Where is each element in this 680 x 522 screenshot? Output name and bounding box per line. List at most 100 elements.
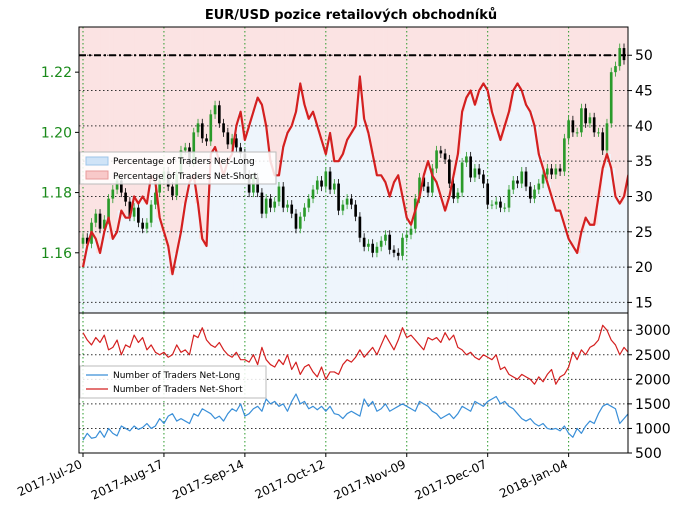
net-long-share-shade (542, 168, 547, 313)
net-long-share-shade (392, 182, 397, 313)
net-short-share-shade (87, 27, 93, 232)
net-short-share-shade (323, 27, 329, 155)
net-long-share-shade (430, 175, 436, 313)
net-short-share-shade (203, 27, 209, 246)
net-long-share-shade (516, 83, 522, 313)
net-short-share-shade (263, 27, 269, 126)
net-short-share-shade (117, 27, 123, 211)
net-short-share-shade (520, 27, 526, 91)
net-long-share-shade (194, 203, 200, 313)
candlestick-body (209, 114, 213, 142)
net-short-share-shade (344, 27, 350, 140)
net-long-share-shade (469, 90, 474, 313)
net-short-share-shade (623, 27, 628, 197)
percentage-legend: Percentage of Traders Net-Long Percentag… (79, 151, 277, 185)
candlestick-body (281, 186, 285, 208)
net-short-share-shade (400, 27, 406, 197)
net-short-share-shade (387, 27, 393, 197)
candlestick-body (375, 246, 379, 253)
left-axis-tick-label: 1.22 (41, 65, 72, 81)
net-long-share-shade (490, 111, 496, 313)
net-short-share-shade (460, 27, 466, 112)
candlestick-body (298, 216, 302, 229)
net-long-share-shade (250, 111, 256, 313)
x-axis-tick-label: 2017-Sep-14 (170, 457, 246, 502)
candlestick-body (609, 72, 613, 124)
net-long-share-shade (563, 224, 569, 313)
net-short-share-shade (319, 27, 324, 140)
candlestick-body (405, 234, 409, 238)
net-long-share-shade (465, 97, 470, 313)
bottom-axis-tick-label: 1500 (635, 397, 671, 413)
net-short-share-shade (186, 27, 191, 183)
net-short-share-shade (194, 27, 200, 204)
count-net-long-line (82, 393, 628, 441)
candlestick-body (460, 162, 464, 193)
net-short-share-shade (576, 27, 582, 253)
candlestick-body (580, 108, 583, 133)
candlestick-body (388, 234, 392, 250)
candlestick-body (490, 204, 494, 206)
candlestick-body (111, 189, 115, 199)
candlestick-body (81, 237, 85, 244)
net-long-share-shade (327, 132, 333, 313)
candlestick-body (303, 207, 306, 217)
net-short-share-shade (456, 27, 462, 155)
right-axis-tick-label: 25 (635, 225, 653, 241)
net-long-share-shade (207, 154, 213, 313)
net-short-share-shade (130, 27, 136, 197)
candlestick-body (439, 150, 443, 154)
candlestick-body (205, 138, 208, 142)
net-short-share-shade (546, 27, 552, 183)
net-short-share-shade (306, 27, 312, 119)
net-long-share-shade (289, 125, 294, 313)
net-long-share-shade (169, 274, 174, 313)
chart-title: EUR/USD pozice retailových obchodníků (205, 8, 497, 23)
net-long-share-shade (233, 125, 239, 313)
net-long-share-shade (426, 161, 432, 313)
candlestick-body (154, 192, 157, 205)
net-long-share-shade (224, 161, 230, 313)
net-short-share-shade (615, 27, 620, 197)
net-short-share-shade (139, 27, 144, 197)
candlestick-body (465, 156, 468, 163)
net-short-share-shade (96, 27, 101, 253)
legend-label-net-long: Percentage of Traders Net-Long (113, 157, 255, 167)
net-short-share-shade (224, 27, 230, 162)
net-long-share-shade (537, 154, 543, 313)
trader-count-legend: Number of Traders Net-Long Number of Tra… (79, 365, 267, 399)
right-axis-tick-label: 15 (635, 295, 653, 311)
net-short-share-shade (550, 27, 556, 197)
net-short-share-shade (267, 27, 273, 162)
candlestick-body (614, 66, 617, 73)
bottom-axis-tick-label: 500 (635, 446, 662, 462)
net-long-share-shade (443, 210, 449, 313)
candlestick-body (337, 183, 340, 211)
candlestick-body (367, 243, 370, 247)
net-short-share-shade (495, 27, 500, 126)
net-long-share-shade (314, 125, 320, 313)
candlestick-body (575, 132, 579, 134)
candlestick-body (175, 174, 179, 196)
net-short-share-shade (366, 27, 372, 133)
bottom-axis-tick-label: 1000 (635, 421, 671, 437)
candlestick-body (158, 180, 162, 193)
candlestick-body (605, 123, 609, 151)
net-long-share-shade (254, 97, 260, 313)
bottom-axis-tick-label: 2500 (635, 348, 671, 364)
net-short-share-shade (177, 27, 183, 232)
candlestick-body (115, 180, 119, 190)
net-short-share-shade (580, 27, 586, 232)
net-short-share-shade (164, 27, 170, 246)
net-short-share-shade (289, 27, 294, 126)
candlestick-body (239, 147, 242, 154)
net-long-share-shade (546, 182, 552, 313)
net-short-share-shade (383, 27, 389, 183)
net-short-share-shade (349, 27, 354, 133)
net-long-share-shade (126, 217, 131, 313)
left-axis-tick-label: 1.18 (41, 186, 72, 202)
net-long-share-shade (117, 210, 123, 313)
net-long-share-shade (482, 83, 487, 313)
net-long-share-shade (520, 90, 526, 313)
